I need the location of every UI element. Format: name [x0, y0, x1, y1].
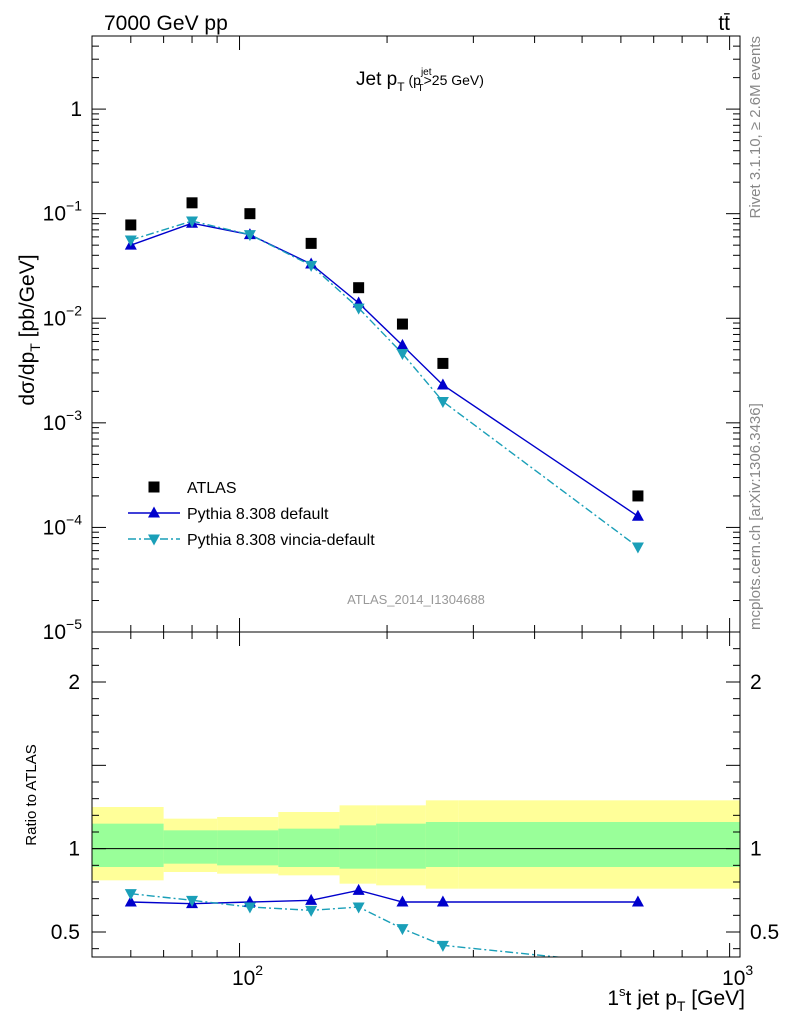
uncertainty-band-green [458, 822, 740, 867]
analysis-annotation: ATLAS_2014_I1304688 [347, 592, 485, 607]
data-point [124, 235, 137, 247]
y-tick-label: 10−4 [43, 511, 83, 539]
x-tick-label: 102 [232, 962, 263, 990]
y-tick-label: 10−5 [43, 616, 83, 644]
legend-marker [148, 481, 160, 493]
ratio-y-tick-label: 1 [68, 838, 80, 861]
uncertainty-band-green [217, 830, 279, 866]
main-title: Jet pT (pjet T>25 GeV) [356, 67, 484, 94]
data-point [436, 378, 449, 390]
data-point [305, 237, 317, 249]
header-right: tt̄ [718, 12, 730, 35]
uncertainty-band-green [92, 823, 164, 867]
ratio-point [305, 905, 318, 917]
y-tick-label: 10−2 [43, 302, 83, 330]
ratio-panel: 0.5 0.5 1 1 2 2 102 103 Ratio to ATLAS 1st jet … [23, 631, 779, 1014]
uncertainty-band-green [163, 830, 218, 864]
data-point [396, 349, 409, 361]
data-point [125, 219, 137, 231]
ratio-line-0 [130, 889, 638, 905]
main-data-layer [124, 197, 644, 554]
ratio-point [352, 902, 365, 914]
ratio-y-tick-label-right: 2 [750, 671, 762, 694]
ratio-y-tick-label: 0.5 [51, 921, 80, 944]
ratio-point [186, 895, 199, 907]
data-point [244, 208, 256, 220]
data-point [396, 338, 409, 350]
ratio-point [631, 895, 644, 907]
uncertainty-band-green [339, 825, 377, 869]
ratio-point [396, 895, 409, 907]
main-ticks: 10−5 10−4 10−3 10−2 10−1 1 [43, 35, 740, 644]
main-ylabel: dσ/dpT [pb/GeV] [16, 254, 43, 405]
ratio-line-1 [130, 892, 564, 957]
main-panel: 10−5 10−4 10−3 10−2 10−1 1 Jet pT (pjet T>25 G… [16, 35, 741, 644]
data-point [632, 490, 644, 502]
header-left: 7000 GeV pp [104, 12, 228, 35]
ratio-y-tick-label-right: 0.5 [750, 921, 779, 944]
ratio-point [124, 895, 137, 907]
legend-label: Pythia 8.308 vincia-default [187, 532, 375, 549]
ratio-ticks: 0.5 0.5 1 1 2 2 102 103 [51, 631, 779, 990]
ratio-point [243, 902, 256, 914]
legend: ATLAS Pythia 8.308 default Pythia 8.308 vi… [128, 480, 375, 549]
rivet-label: Rivet 3.1.10, ≥ 2.6M events [747, 36, 764, 219]
data-point [631, 509, 644, 521]
data-point [396, 318, 408, 330]
legend-marker [148, 506, 160, 518]
data-point [305, 260, 318, 272]
data-point [631, 542, 644, 554]
data-point [437, 357, 449, 369]
ratio-ylabel: Ratio to ATLAS [23, 744, 40, 845]
y-tick-label: 1 [70, 98, 82, 121]
ratio-point [436, 940, 449, 952]
data-point [353, 282, 365, 294]
legend-label: ATLAS [187, 480, 237, 497]
data-point [243, 230, 256, 242]
data-point [186, 216, 199, 228]
ratio-point [396, 924, 409, 936]
series-line-2 [130, 220, 639, 548]
ratio-point [352, 883, 365, 895]
x-tick-label: 103 [722, 962, 753, 990]
mcplots-label: mcplots.cern.ch [arXiv:1306.3436] [747, 403, 764, 630]
y-tick-label: 10−1 [43, 198, 83, 226]
ratio-point [124, 889, 137, 901]
legend-label: Pythia 8.308 default [187, 506, 329, 523]
ratio-y-tick-label: 2 [68, 671, 80, 694]
ratio-data-layer [92, 800, 740, 957]
ratio-point [305, 893, 318, 905]
uncertainty-band-green [376, 823, 426, 869]
y-tick-label: 10−3 [43, 407, 83, 435]
series-line-1 [130, 222, 639, 517]
data-point [436, 396, 449, 408]
ratio-point [436, 895, 449, 907]
uncertainty-band-green [425, 822, 459, 867]
ratio-xlabel: 1st jet pT [GeV] [607, 984, 745, 1014]
uncertainty-band-green [278, 828, 340, 867]
ratio-frame [91, 631, 741, 958]
data-point [186, 197, 198, 209]
legend-marker [148, 534, 160, 546]
ratio-y-tick-label-right: 1 [750, 838, 762, 861]
data-point [352, 303, 365, 315]
